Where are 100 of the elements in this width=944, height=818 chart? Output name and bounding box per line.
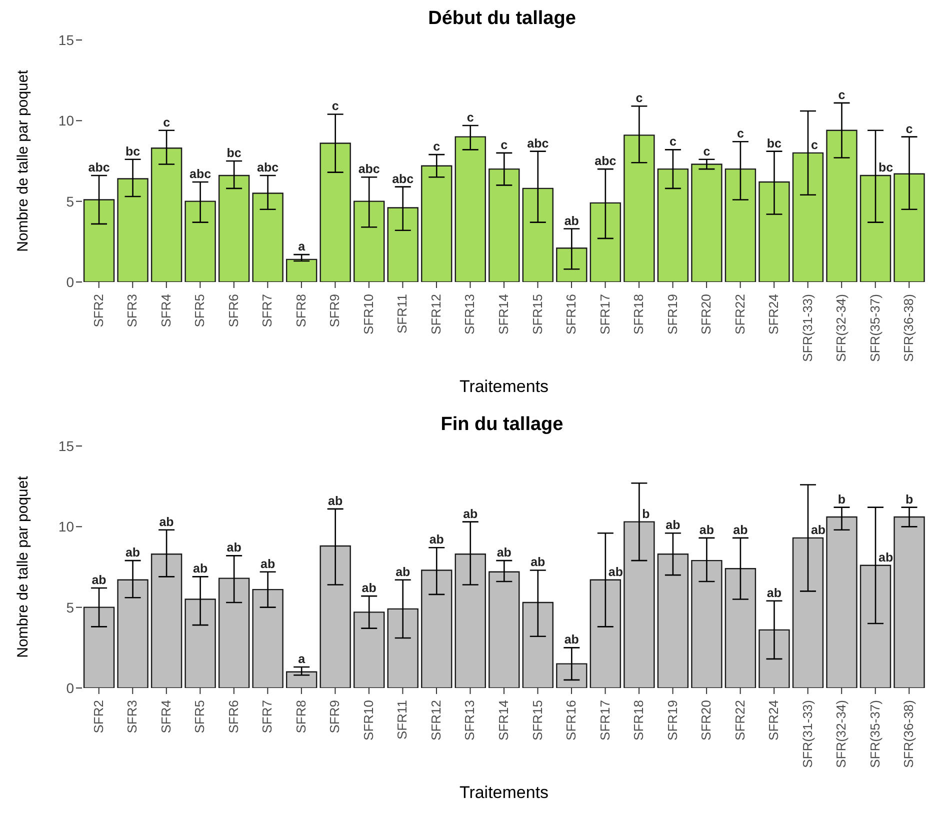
bar (252, 588, 284, 688)
data-label: a (298, 240, 306, 254)
bar (354, 612, 385, 688)
chart-title: Début du tallage (427, 8, 577, 31)
data-label: ab (666, 518, 681, 532)
bar (556, 663, 588, 688)
x-axis-title: Traitements (459, 377, 549, 396)
bar (624, 134, 655, 282)
x-tick-label: SFR(35-37) (867, 700, 882, 768)
bar (792, 537, 824, 688)
bar (724, 168, 756, 282)
x-tick-label: SFR(35-37) (867, 294, 882, 362)
bar (286, 671, 318, 688)
bar (691, 560, 722, 688)
bar (826, 516, 858, 688)
x-tick-label: SFR16 (564, 294, 579, 334)
data-label: c (636, 91, 643, 106)
x-tick-label: SFR8 (293, 700, 308, 734)
bar (860, 564, 892, 688)
bar (83, 199, 115, 282)
x-tick-label: SFR5 (192, 294, 208, 328)
data-label: ab (496, 546, 512, 560)
data-label: ab (328, 494, 343, 508)
y-axis-title: Nombre de talle par poquet (14, 475, 32, 658)
data-label: bc (766, 136, 782, 150)
data-label: b (905, 492, 914, 506)
bar (894, 516, 925, 688)
y-tick-label: 15 (58, 32, 74, 48)
x-tick-label: SFR6 (226, 294, 241, 328)
y-tick-label: 15 (58, 438, 74, 454)
bar (117, 178, 148, 282)
data-label: bc (125, 144, 140, 158)
x-tick-label: SFR13 (462, 294, 478, 334)
bar (758, 181, 790, 282)
bar (522, 188, 554, 282)
x-tick-label: SFR3 (124, 700, 140, 734)
bar (421, 570, 452, 688)
x-tick-label: SFR4 (158, 294, 174, 328)
y-tick-label: 0 (66, 680, 74, 696)
x-tick-label: SFR(31-33) (800, 700, 815, 768)
x-tick-label: SFR24 (766, 700, 782, 740)
bar (792, 152, 824, 282)
x-tick-label: SFR8 (293, 294, 308, 328)
bar (488, 571, 520, 688)
data-label: ab (766, 586, 782, 600)
x-axis-title: Traitements (459, 783, 549, 802)
bar (860, 174, 892, 282)
data-label: b (642, 506, 650, 521)
data-label: ab (733, 522, 748, 537)
data-label: abc (527, 136, 549, 150)
bar (894, 173, 925, 282)
data-label: ab (530, 555, 546, 570)
data-label: abc (257, 160, 279, 175)
x-tick-label: SFR9 (327, 700, 342, 734)
data-label: ab (125, 546, 140, 560)
bar (286, 258, 318, 282)
bar (454, 553, 486, 688)
data-label: abc (88, 160, 110, 175)
data-label: ab (260, 556, 276, 571)
x-tick-label: SFR(36-38) (901, 700, 916, 768)
data-label: ab (429, 532, 444, 547)
data-label: abc (594, 154, 616, 168)
x-tick-label: SFR10 (360, 700, 376, 740)
y-tick-label: 5 (66, 193, 74, 210)
x-tick-label: SFR(32-34) (834, 700, 849, 768)
bar (691, 164, 722, 282)
data-label: c (332, 99, 339, 114)
x-tick-label: SFR24 (766, 294, 782, 334)
bar (184, 200, 216, 282)
x-tick-label: SFR11 (394, 700, 410, 740)
bar (184, 598, 216, 688)
x-tick-label: SFR12 (428, 700, 444, 740)
bar (590, 579, 622, 688)
data-label: b (838, 492, 846, 506)
chart-title: Fin du tallage (440, 414, 564, 437)
y-tick-label: 10 (58, 112, 74, 129)
data-label: c (810, 138, 818, 152)
bar (657, 168, 689, 282)
bar (150, 147, 182, 282)
x-tick-label: SFR(36-38) (901, 294, 916, 362)
x-tick-label: SFR15 (530, 294, 545, 334)
data-label: c (736, 126, 744, 141)
data-label: ab (564, 214, 580, 228)
y-tick-label: 0 (66, 274, 74, 290)
bar (590, 202, 622, 282)
data-label: c (500, 138, 508, 152)
y-axis-title: Nombre de talle par poquet (14, 69, 32, 252)
bar (758, 629, 790, 688)
x-tick-label: SFR11 (394, 294, 410, 334)
bar (218, 578, 250, 688)
x-tick-label: SFR9 (327, 294, 342, 328)
x-tick-label: SFR18 (631, 700, 646, 740)
x-tick-label: SFR(31-33) (800, 294, 815, 362)
data-label: ab (608, 564, 624, 579)
data-label: bc (878, 160, 894, 175)
y-tick-label: 5 (66, 599, 74, 616)
x-tick-label: SFR14 (496, 700, 511, 740)
data-label: ab (193, 562, 208, 576)
data-label: c (433, 140, 440, 154)
bar (624, 521, 655, 688)
